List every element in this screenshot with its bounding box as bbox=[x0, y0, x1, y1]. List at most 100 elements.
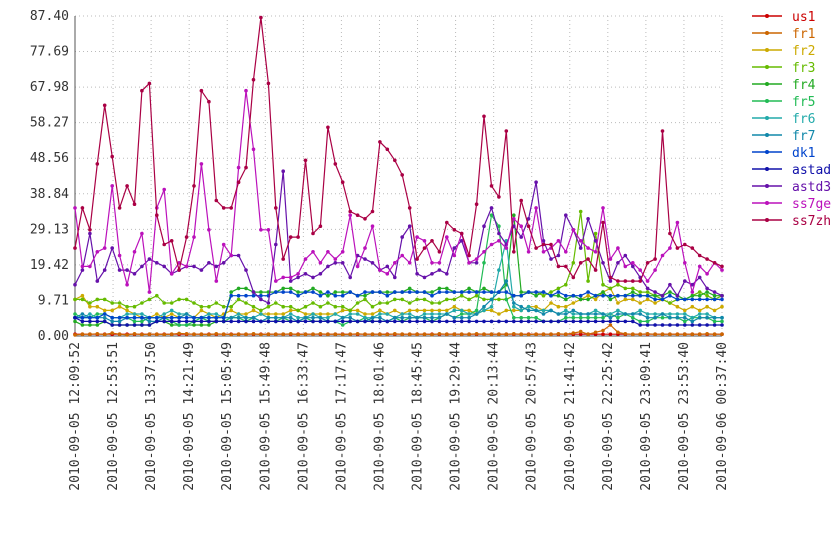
data-point bbox=[430, 332, 434, 337]
data-point bbox=[177, 297, 181, 302]
data-point bbox=[355, 264, 360, 269]
data-point bbox=[467, 261, 471, 265]
data-point bbox=[482, 297, 486, 302]
data-point bbox=[110, 154, 114, 159]
data-point bbox=[229, 308, 233, 313]
data-point bbox=[631, 264, 635, 269]
data-point bbox=[140, 323, 144, 327]
data-point bbox=[534, 332, 538, 337]
data-point bbox=[244, 319, 248, 324]
data-point bbox=[608, 275, 613, 280]
data-point bbox=[155, 213, 159, 217]
data-point bbox=[623, 319, 628, 324]
data-point bbox=[393, 319, 397, 324]
data-point bbox=[355, 308, 360, 313]
data-point bbox=[236, 286, 241, 291]
data-point bbox=[683, 279, 687, 283]
data-point bbox=[80, 312, 85, 316]
data-point bbox=[690, 319, 695, 324]
data-point bbox=[452, 315, 457, 320]
data-point bbox=[251, 293, 256, 298]
data-point bbox=[393, 297, 397, 302]
data-point bbox=[593, 239, 598, 243]
data-point bbox=[102, 308, 107, 313]
data-point bbox=[512, 304, 516, 309]
data-point bbox=[177, 331, 181, 336]
data-point bbox=[274, 206, 278, 210]
data-point bbox=[132, 332, 137, 336]
data-point bbox=[556, 319, 561, 324]
data-point bbox=[526, 217, 531, 221]
data-point bbox=[192, 235, 196, 239]
legend-label: dk1 bbox=[792, 146, 815, 161]
data-point bbox=[445, 332, 449, 337]
data-point bbox=[660, 323, 665, 327]
data-point bbox=[660, 312, 665, 316]
data-point bbox=[132, 319, 137, 324]
data-point bbox=[370, 290, 375, 294]
data-point bbox=[578, 239, 583, 243]
data-point bbox=[340, 319, 345, 324]
data-point bbox=[251, 304, 256, 309]
data-point bbox=[385, 312, 390, 316]
data-point bbox=[601, 312, 605, 316]
series-line bbox=[74, 90, 723, 295]
series-astd3 bbox=[73, 169, 724, 305]
legend-label: astd3 bbox=[792, 180, 831, 195]
data-point bbox=[556, 253, 561, 258]
data-point bbox=[430, 290, 434, 294]
data-point bbox=[430, 239, 434, 243]
legend-item-fr7: fr7 bbox=[752, 129, 815, 144]
data-point bbox=[631, 312, 635, 316]
data-point bbox=[318, 224, 323, 228]
data-point bbox=[355, 293, 360, 298]
data-point bbox=[400, 312, 405, 316]
data-point bbox=[333, 319, 338, 324]
data-point bbox=[296, 272, 300, 276]
legend-label: astad bbox=[792, 163, 831, 178]
data-point bbox=[326, 332, 330, 337]
data-point bbox=[221, 315, 226, 320]
data-point bbox=[497, 268, 501, 272]
data-point bbox=[497, 319, 501, 324]
data-point bbox=[73, 246, 77, 250]
data-point bbox=[221, 332, 226, 337]
data-point bbox=[140, 312, 144, 316]
data-point bbox=[631, 290, 635, 294]
data-point bbox=[80, 264, 85, 269]
data-point bbox=[467, 319, 471, 324]
data-point bbox=[318, 293, 323, 298]
data-point bbox=[683, 315, 687, 320]
data-point bbox=[459, 290, 464, 294]
data-point bbox=[586, 217, 590, 221]
legend-item-fr4: fr4 bbox=[752, 78, 816, 93]
data-point bbox=[311, 290, 315, 294]
data-point bbox=[482, 290, 486, 294]
data-point bbox=[311, 231, 315, 236]
data-point bbox=[534, 180, 538, 184]
data-point bbox=[169, 239, 174, 243]
data-point bbox=[668, 312, 672, 316]
data-point bbox=[400, 332, 405, 337]
data-point bbox=[251, 319, 256, 324]
data-point bbox=[281, 304, 286, 309]
data-point bbox=[140, 231, 144, 236]
data-point bbox=[355, 213, 360, 217]
data-point bbox=[147, 323, 152, 327]
series-line bbox=[75, 211, 723, 312]
data-point bbox=[504, 319, 509, 324]
data-point bbox=[422, 275, 427, 280]
data-point bbox=[318, 332, 323, 336]
data-point bbox=[623, 253, 628, 258]
data-point bbox=[645, 286, 650, 291]
data-point bbox=[422, 308, 427, 313]
data-point bbox=[437, 315, 442, 320]
data-point bbox=[504, 297, 509, 302]
data-point bbox=[393, 275, 397, 280]
data-point bbox=[95, 319, 100, 324]
data-point bbox=[415, 272, 419, 276]
data-point bbox=[489, 297, 494, 302]
data-point bbox=[712, 315, 717, 320]
data-point bbox=[541, 250, 546, 254]
data-point bbox=[519, 315, 523, 320]
